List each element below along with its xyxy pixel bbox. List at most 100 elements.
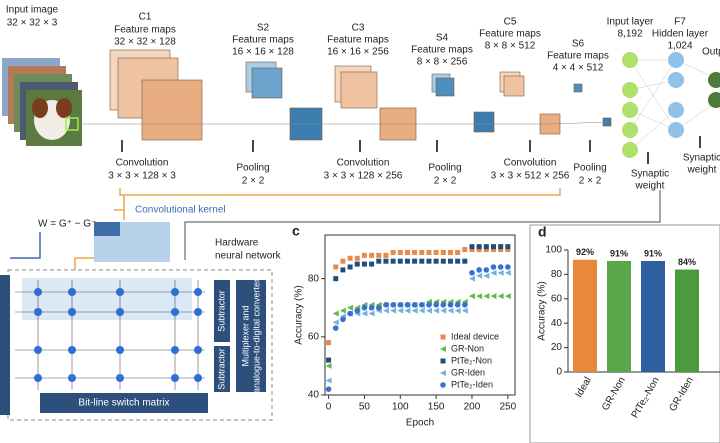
- layer-dims: 16 × 16 × 256: [327, 47, 389, 58]
- point: [354, 307, 361, 314]
- point: [498, 247, 504, 253]
- point: [426, 258, 432, 264]
- connector-lines: [78, 121, 609, 125]
- layer-label: Feature maps: [232, 35, 294, 46]
- operation-name: Pooling: [236, 163, 269, 174]
- layer-dims: 8 × 8 × 256: [417, 57, 468, 68]
- operation-dims: 3 × 3 × 128 × 3: [108, 171, 176, 182]
- point: [340, 267, 346, 273]
- operation-dims: 3 × 3 × 128 × 256: [324, 171, 403, 182]
- kernel-label: Convolutional kernel: [135, 205, 226, 216]
- point: [447, 258, 453, 264]
- point: [404, 258, 410, 264]
- point: [476, 244, 482, 250]
- input-image-stack: [2, 58, 82, 146]
- operation-dims: 2 × 2: [242, 176, 265, 187]
- point: [468, 293, 475, 300]
- converter: analogue-to-digital converter: [251, 279, 261, 393]
- x-tick-label: 100: [392, 402, 409, 413]
- point: [412, 258, 418, 264]
- point: [404, 307, 411, 314]
- x-tick-label: Ideal: [574, 375, 594, 399]
- point: [469, 270, 475, 276]
- panel-d-frame: [529, 224, 720, 443]
- point: [332, 325, 339, 331]
- point: [382, 307, 389, 314]
- subtractor: Subtractor: [216, 290, 226, 332]
- y-tick-label: 60: [551, 293, 563, 304]
- point: [326, 340, 332, 346]
- operation-labels: Convolution 3 × 3 × 128 × 3 Pooling 2 × …: [108, 153, 720, 192]
- layer-id: C5: [504, 17, 517, 28]
- operation-dims: 3 × 3 × 512 × 256: [491, 171, 570, 182]
- point: [325, 377, 332, 384]
- point: [368, 304, 375, 311]
- point: [426, 302, 432, 308]
- input-dims: 32 × 32 × 3: [7, 18, 58, 29]
- x-tick-label: GR-Non: [600, 375, 628, 412]
- y-axis-label: Accuracy (%): [294, 285, 305, 344]
- point: [505, 264, 511, 270]
- point: [397, 249, 403, 255]
- point: [390, 307, 397, 314]
- point: [383, 252, 389, 258]
- layer-label: Feature maps: [547, 51, 609, 62]
- point: [483, 247, 489, 253]
- value-label: 91%: [610, 248, 628, 258]
- bar: [607, 260, 631, 372]
- operation-dims: 2 × 2: [434, 176, 457, 187]
- point: [476, 267, 482, 273]
- point: [433, 258, 439, 264]
- point: [462, 302, 468, 308]
- operation-name: Convolution: [116, 158, 169, 169]
- point: [361, 304, 368, 311]
- layer-dims: 4 × 4 × 512: [553, 63, 604, 74]
- layer-dims: 32 × 32 × 128: [114, 37, 176, 48]
- value-label: 92%: [576, 247, 594, 257]
- point: [504, 293, 511, 300]
- point: [347, 255, 353, 261]
- point: [504, 269, 511, 276]
- plot-frame: [324, 234, 516, 396]
- point: [490, 269, 497, 276]
- y-axis-label: Accuracy (%): [537, 281, 548, 340]
- y-tick-label: 0: [556, 367, 562, 378]
- point: [469, 247, 475, 253]
- point: [333, 276, 339, 282]
- point: [339, 307, 346, 314]
- x-axis-label: Epoch: [406, 418, 434, 429]
- switch-matrix: Bit-line switch matrix: [78, 398, 169, 409]
- bar: [641, 260, 665, 372]
- hidden-layer-label: Hidden layer: [652, 29, 709, 40]
- point: [383, 258, 389, 264]
- point: [476, 247, 482, 253]
- point: [404, 249, 410, 255]
- point: [498, 244, 504, 250]
- point: [490, 264, 497, 270]
- point: [497, 269, 504, 276]
- value-label: 84%: [678, 257, 696, 267]
- operation-name: Pooling: [428, 163, 461, 174]
- y-tick-label: 100: [545, 245, 562, 256]
- point: [361, 261, 367, 267]
- point: [390, 258, 396, 264]
- layer-id: S6: [572, 39, 585, 50]
- feature-maps: [109, 49, 612, 141]
- point: [483, 267, 490, 273]
- point: [369, 261, 375, 267]
- legend-marker: [440, 346, 446, 352]
- layer-id: S2: [257, 23, 270, 34]
- layer-id: C1: [139, 12, 152, 23]
- point: [361, 310, 368, 317]
- y-tick-label: 80: [551, 269, 563, 280]
- neural-net: [622, 52, 720, 158]
- point: [447, 307, 454, 314]
- synaptic-weight: weight: [635, 181, 665, 192]
- point: [497, 293, 504, 300]
- point: [440, 258, 446, 264]
- point: [425, 307, 432, 314]
- x-tick-label: 0: [326, 402, 332, 413]
- point: [332, 310, 339, 317]
- operation-name: Pooling: [573, 163, 606, 174]
